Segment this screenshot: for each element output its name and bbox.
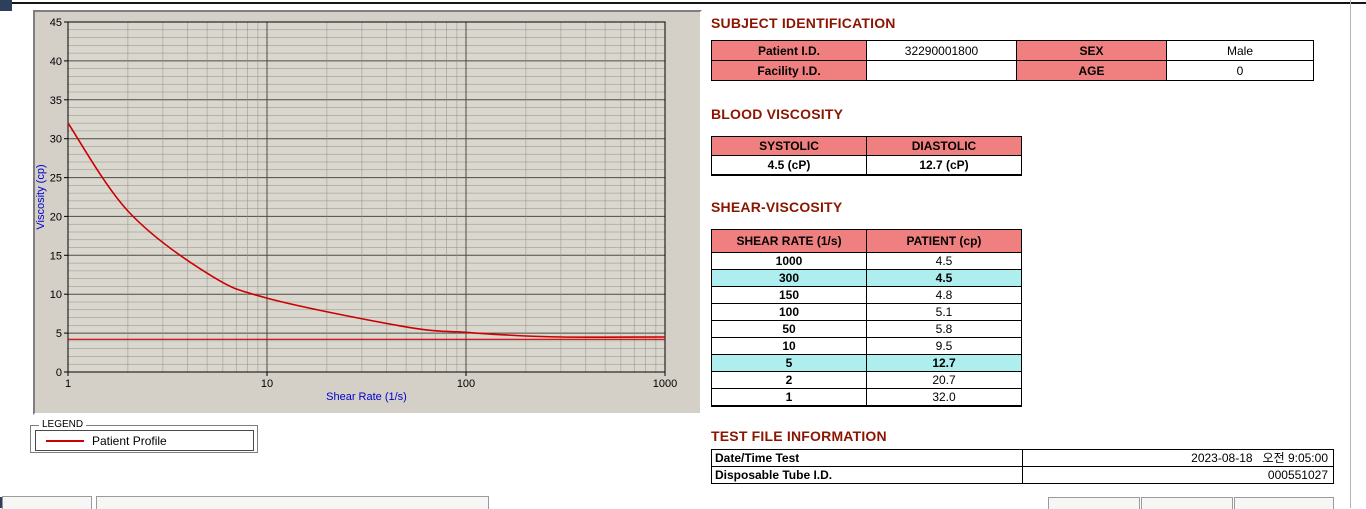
viscosity-chart: 0 5 10 15 20 25 30 35 40 45 1 10 100 1000 Shear Rate (… xyxy=(35,17,677,403)
field-label: SEX xyxy=(1016,40,1167,61)
test-file-value: 000551027 xyxy=(1022,466,1334,484)
patient-viscosity-cell: 20.7 xyxy=(866,371,1022,389)
blood-header-cell: SYSTOLIC xyxy=(711,136,867,156)
svg-text:Shear Rate (1/s): Shear Rate (1/s) xyxy=(326,391,407,403)
bottom-cutoff-button-1[interactable] xyxy=(1048,497,1140,509)
subject-row: Facility I.D. AGE 0 xyxy=(711,60,1314,81)
section-title-shear-viscosity: SHEAR-VISCOSITY xyxy=(711,199,843,215)
field-value: 0 xyxy=(1166,60,1314,81)
subject-identification-table: Patient I.D. 32290001800 SEX Male Facility I… xyxy=(711,40,1314,81)
section-title-subject-identification: SUBJECT IDENTIFICATION xyxy=(711,15,896,31)
shear-header-cell: PATIENT (cp) xyxy=(866,229,1022,253)
bottom-cutoff-button-2[interactable] xyxy=(1141,497,1233,509)
svg-text:5: 5 xyxy=(56,328,62,340)
patient-viscosity-cell: 4.5 xyxy=(866,252,1022,270)
section-title-blood-viscosity: BLOOD VISCOSITY xyxy=(711,106,844,122)
legend-title: LEGEND xyxy=(39,419,87,430)
svg-text:10: 10 xyxy=(261,378,273,390)
section-title-test-file-information: TEST FILE INFORMATION xyxy=(711,428,887,444)
patient-viscosity-cell: 32.0 xyxy=(866,388,1022,407)
window-top-border xyxy=(0,2,1366,4)
test-file-label: Date/Time Test xyxy=(711,449,1023,467)
test-file-value: 2023-08-18 오전 9:05:00 xyxy=(1022,449,1334,467)
shear-viscosity-table: SHEAR RATE (1/s) PATIENT (cp) 1000 4.5 300 4… xyxy=(711,229,1022,407)
blood-value-row: 4.5 (cP) 12.7 (cP) xyxy=(711,155,1022,176)
blood-viscosity-table: SYSTOLIC DIASTOLIC 4.5 (cP) 12.7 (cP) xyxy=(711,136,1022,176)
bottom-cutoff-panel-2[interactable] xyxy=(96,496,489,509)
shear-rate-cell: 2 xyxy=(711,371,867,389)
patient-viscosity-cell: 5.1 xyxy=(866,303,1022,321)
svg-text:45: 45 xyxy=(50,17,62,29)
shear-rate-cell: 50 xyxy=(711,320,867,338)
patient-viscosity-cell: 4.5 xyxy=(866,269,1022,287)
viscosity-chart-panel: 0 5 10 15 20 25 30 35 40 45 1 10 100 1000 Shear Rate (… xyxy=(33,10,702,415)
shear-row: 300 4.5 xyxy=(711,269,1022,287)
legend-series-label: Patient Profile xyxy=(92,433,167,448)
shear-row: 2 20.7 xyxy=(711,371,1022,389)
svg-text:1: 1 xyxy=(65,378,71,390)
test-file-label: Disposable Tube I.D. xyxy=(711,466,1023,484)
legend-frame xyxy=(30,425,258,453)
right-edge-divider xyxy=(1350,0,1351,508)
shear-rate-cell: 100 xyxy=(711,303,867,321)
patient-viscosity-cell: 12.7 xyxy=(866,354,1022,372)
patient-viscosity-cell: 4.8 xyxy=(866,286,1022,304)
svg-text:10: 10 xyxy=(50,289,62,301)
shear-rate-cell: 10 xyxy=(711,337,867,355)
bottom-cutoff-panel-1[interactable] xyxy=(2,496,92,509)
test-file-row: Disposable Tube I.D. 000551027 xyxy=(711,466,1334,484)
field-value: Male xyxy=(1166,40,1314,61)
svg-text:Viscosity (cp): Viscosity (cp) xyxy=(35,164,47,229)
legend-entry: Patient Profile xyxy=(35,430,254,451)
blood-value-cell: 12.7 (cP) xyxy=(866,155,1022,176)
svg-text:25: 25 xyxy=(50,173,62,185)
field-label: Facility I.D. xyxy=(711,60,867,81)
field-value xyxy=(866,60,1017,81)
test-file-row: Date/Time Test 2023-08-18 오전 9:05:00 xyxy=(711,449,1334,467)
shear-rate-cell: 300 xyxy=(711,269,867,287)
shear-row: 10 9.5 xyxy=(711,337,1022,355)
blood-header-row: SYSTOLIC DIASTOLIC xyxy=(711,136,1022,156)
field-value: 32290001800 xyxy=(866,40,1017,61)
shear-rate-cell: 150 xyxy=(711,286,867,304)
svg-text:100: 100 xyxy=(457,378,475,390)
shear-row: 5 12.7 xyxy=(711,354,1022,372)
shear-row: 150 4.8 xyxy=(711,286,1022,304)
shear-row: 100 5.1 xyxy=(711,303,1022,321)
patient-profile-line-swatch xyxy=(46,439,84,442)
svg-text:40: 40 xyxy=(50,56,62,68)
svg-text:20: 20 xyxy=(50,211,62,223)
shear-header-row: SHEAR RATE (1/s) PATIENT (cp) xyxy=(711,229,1022,253)
shear-rate-cell: 1000 xyxy=(711,252,867,270)
shear-row: 1 32.0 xyxy=(711,388,1022,407)
bottom-cutoff-button-3[interactable] xyxy=(1234,497,1334,509)
shear-row: 1000 4.5 xyxy=(711,252,1022,270)
subject-row: Patient I.D. 32290001800 SEX Male xyxy=(711,40,1314,61)
shear-rate-cell: 5 xyxy=(711,354,867,372)
test-file-information-table: Date/Time Test 2023-08-18 오전 9:05:00 Dispo… xyxy=(711,449,1334,484)
blood-header-cell: DIASTOLIC xyxy=(866,136,1022,156)
window-corner-top-left xyxy=(0,0,12,11)
svg-text:0: 0 xyxy=(56,367,62,379)
svg-text:15: 15 xyxy=(50,250,62,262)
svg-text:30: 30 xyxy=(50,134,62,146)
legend: LEGEND Patient Profile xyxy=(30,419,258,453)
shear-header-cell: SHEAR RATE (1/s) xyxy=(711,229,867,253)
svg-text:35: 35 xyxy=(50,95,62,107)
field-label: AGE xyxy=(1016,60,1167,81)
field-label: Patient I.D. xyxy=(711,40,867,61)
patient-viscosity-cell: 9.5 xyxy=(866,337,1022,355)
svg-text:1000: 1000 xyxy=(653,378,677,390)
patient-viscosity-cell: 5.8 xyxy=(866,320,1022,338)
blood-value-cell: 4.5 (cP) xyxy=(711,155,867,176)
shear-row: 50 5.8 xyxy=(711,320,1022,338)
shear-rate-cell: 1 xyxy=(711,388,867,407)
